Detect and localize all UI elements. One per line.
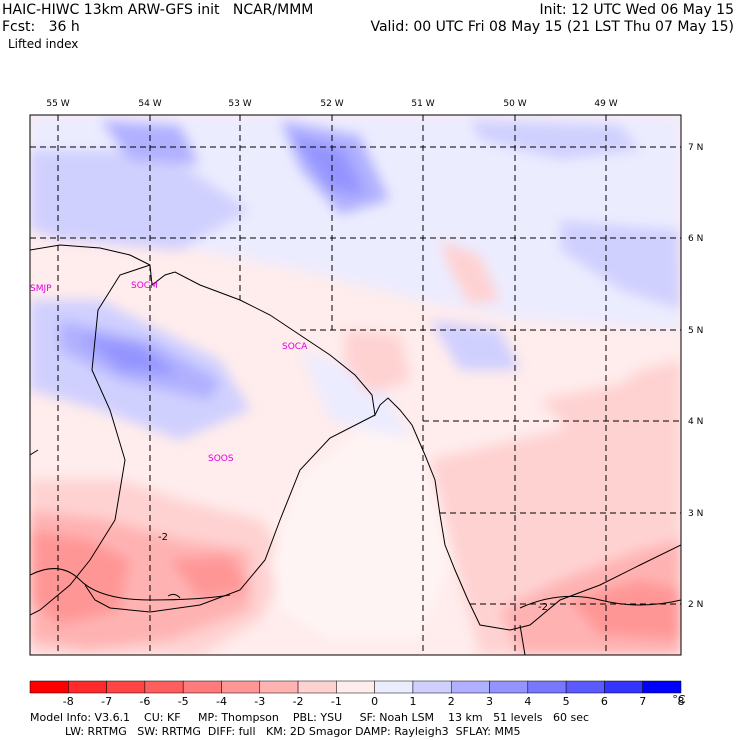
colorbar-swatch [297, 680, 337, 694]
colorbar-swatch [450, 680, 490, 694]
contour-label: -2 [158, 532, 168, 543]
lon-label: 53 W [228, 99, 251, 109]
longitude-labels: 55 W 54 W 53 W 52 W 51 W 50 W 49 W [46, 99, 617, 109]
colorbar-tick-label: 8 [677, 695, 685, 708]
lat-label: 2 N [688, 600, 703, 610]
colorbar-swatch [336, 680, 375, 694]
colorbar-unit: °C [672, 693, 686, 706]
colorbar-tick-label: -8 [62, 695, 74, 708]
colorbar-swatch [144, 680, 184, 694]
colorbar-tick-label: 0 [371, 695, 379, 708]
colorbar-tick-label: -1 [330, 695, 342, 708]
colorbar-tick-label: -2 [292, 695, 304, 708]
latitude-labels: 7 N 6 N 5 N 4 N 3 N 2 N [688, 143, 703, 610]
colorbar-tick-label: -7 [101, 695, 113, 708]
station-label: SOOS [208, 454, 234, 464]
colorbar-swatch [489, 680, 529, 694]
colorbar-tick-label: 5 [562, 695, 570, 708]
model-title: HAIC-HIWC 13km ARW-GFS init NCAR/MMM [2, 2, 314, 18]
station-label: SOCM [131, 281, 158, 291]
lat-label: 4 N [688, 417, 703, 427]
colorbar-tick-label: -6 [139, 695, 151, 708]
lon-label: 49 W [594, 99, 617, 109]
colorbar-swatch [412, 680, 452, 694]
lat-label: 5 N [688, 326, 703, 336]
colorbar-swatch [642, 680, 682, 694]
colorbar-swatch [182, 680, 222, 694]
colorbar-tick-label: 1 [409, 695, 417, 708]
map-frame [29, 114, 682, 656]
colorbar-swatch [221, 680, 261, 694]
lat-label: 7 N [688, 143, 703, 153]
colorbar-tick-label: -4 [215, 695, 227, 708]
model-info-line1: Model Info: V3.6.1 CU: KF MP: Thompson P… [30, 711, 590, 724]
colorbar-swatch [106, 680, 146, 694]
colorbar-swatch [374, 680, 414, 694]
colorbar-swatch [527, 680, 567, 694]
coastlines [30, 244, 681, 655]
colorbar-tick-label: -5 [177, 695, 189, 708]
colorbar-swatch [565, 680, 605, 694]
colorbar-swatch [604, 680, 643, 694]
lon-label: 52 W [320, 99, 343, 109]
colorbar-swatch [68, 680, 107, 694]
lat-label: 6 N [688, 234, 703, 244]
lon-label: 55 W [46, 99, 69, 109]
colorbar-tick-label: 4 [524, 695, 532, 708]
lat-lon-grid [30, 115, 681, 655]
colorbar-tick-label: 6 [600, 695, 608, 708]
model-info-line2: LW: RRTMG SW: RRTMG DIFF: full KM: 2D Sm… [30, 725, 521, 738]
colorbar-swatch [259, 680, 299, 694]
lat-label: 3 N [688, 509, 703, 519]
colorbar-swatch [29, 680, 69, 694]
colorbar-tick-label: 7 [639, 695, 647, 708]
station-label: SOCA [282, 342, 308, 352]
field-name: Lifted index [8, 37, 79, 51]
lon-label: 54 W [138, 99, 161, 109]
contour-lines [30, 568, 681, 609]
station-label: SMJP [30, 284, 52, 294]
contour-label: -2 [538, 602, 548, 613]
colorbar [29, 680, 682, 694]
valid-time: Valid: 00 UTC Fri 08 May 15 (21 LST Thu … [370, 19, 734, 35]
colorbar-tick-label: 3 [486, 695, 494, 708]
init-time: Init: 12 UTC Wed 06 May 15 [539, 2, 734, 18]
lon-label: 50 W [503, 99, 526, 109]
lon-label: 51 W [411, 99, 434, 109]
colorbar-tick-label: 2 [447, 695, 455, 708]
colorbar-tick-label: -3 [254, 695, 266, 708]
forecast-hour: Fcst: 36 h [2, 19, 80, 35]
shaded-field [30, 115, 681, 655]
